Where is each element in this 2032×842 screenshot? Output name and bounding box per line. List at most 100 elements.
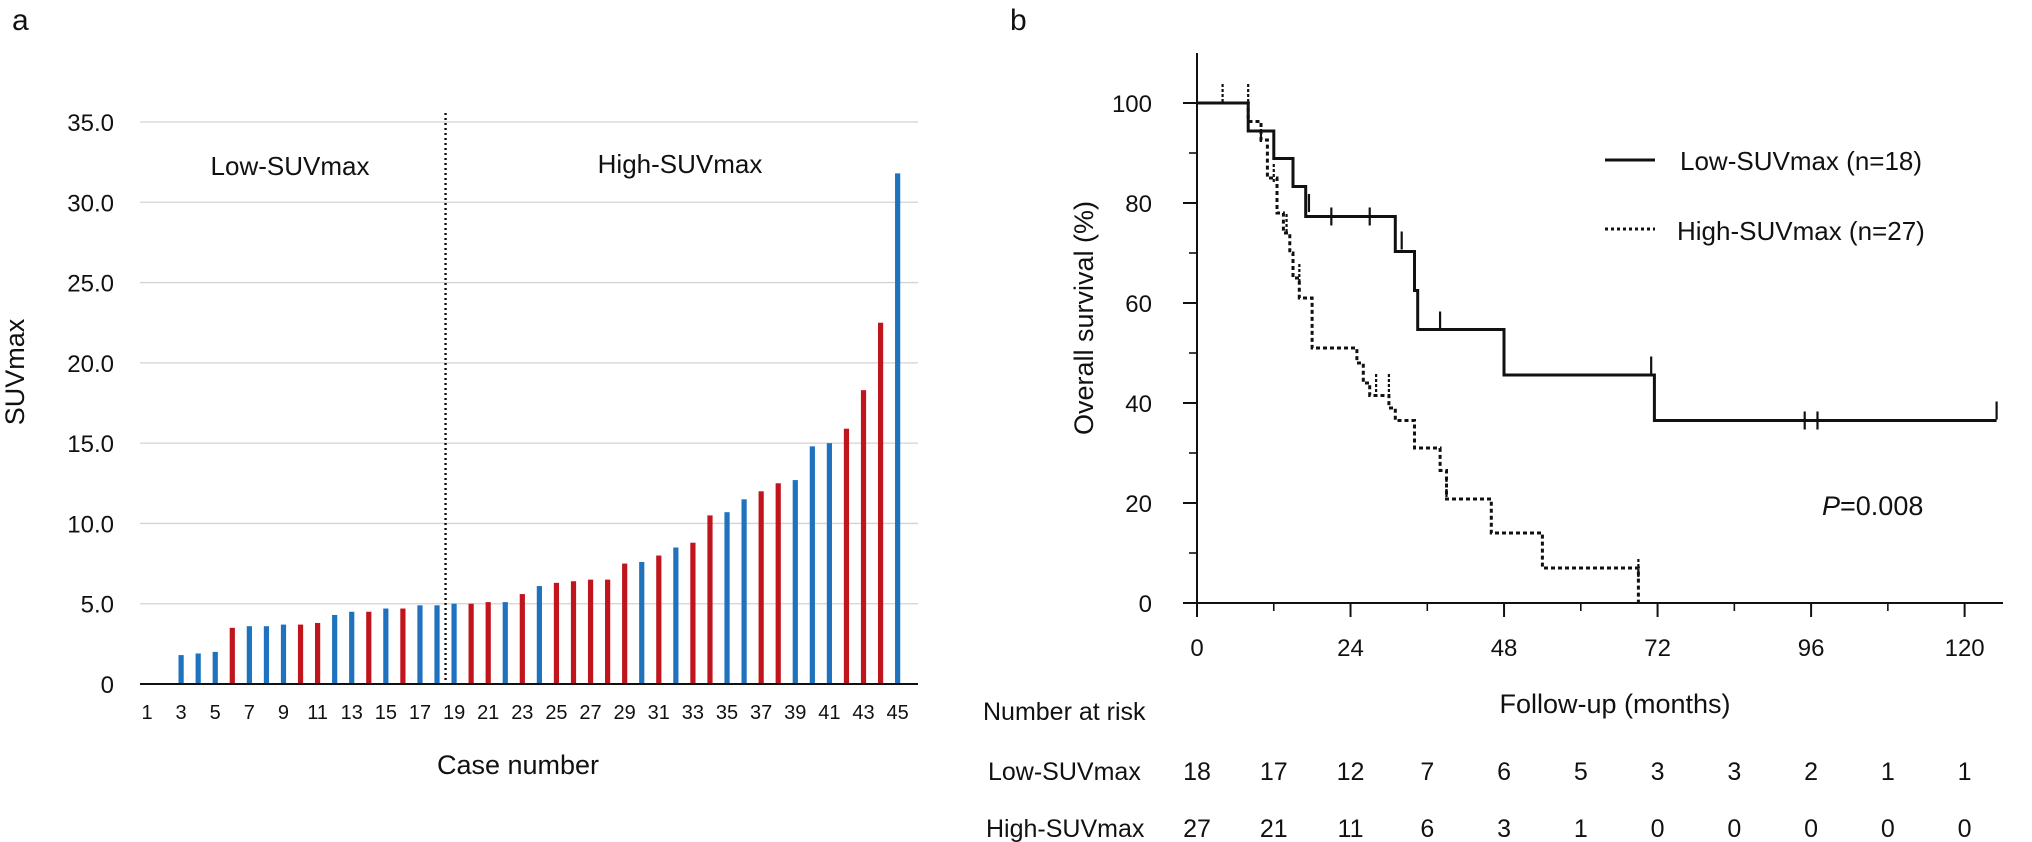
bar-x-tick-label: 19 (443, 702, 465, 724)
panel-b-letter: b (1010, 4, 1027, 37)
bar-x-tick-label: 23 (511, 702, 533, 724)
survival-y-tick-labels: 0 20 40 60 80 100 (1112, 91, 1152, 618)
risk-count-cell: 21 (1260, 815, 1288, 842)
bar-x-tick-label: 15 (375, 702, 397, 724)
risk-count-cell: 11 (1338, 815, 1364, 842)
panel-a-letter: a (12, 4, 29, 37)
bar-x-tick-label: 25 (545, 702, 567, 724)
survival-x-tick-label: 96 (1798, 635, 1825, 662)
risk-count-cell: 0 (1958, 815, 1972, 842)
survival-x-tick-label: 48 (1491, 635, 1518, 662)
bar-case-9 (280, 624, 287, 684)
bar-case-31 (656, 555, 662, 684)
bar-x-tick-label: 1 (141, 702, 152, 724)
bar-case-17 (417, 605, 423, 684)
risk-table: Number at risk Low-SUVmax High-SUVmax 18… (983, 698, 1972, 842)
bar-case-29 (622, 563, 628, 684)
bar-case-45 (895, 173, 901, 684)
bar-case-19 (451, 603, 457, 684)
bar-case-36 (741, 499, 747, 684)
survival-curves (1197, 84, 1998, 603)
bar-y-tick-label: 25.0 (67, 271, 114, 298)
risk-count-cell: 0 (1651, 815, 1665, 842)
risk-count-cell: 1 (1881, 758, 1895, 786)
bar-x-tick-label: 13 (341, 702, 363, 724)
bar-x-tick-label: 35 (716, 702, 738, 724)
high-group-label: High-SUVmax (598, 149, 763, 179)
bar-x-tick-label: 3 (176, 702, 187, 724)
bar-chart-bars (178, 173, 901, 684)
p-value-number: =0.008 (1840, 491, 1923, 521)
risk-count-cell: 17 (1260, 758, 1288, 786)
risk-count-cell: 7 (1420, 758, 1434, 786)
bar-case-42 (843, 428, 850, 684)
bar-y-tick-label: 20.0 (67, 351, 114, 378)
bar-chart-y-label: SUVmax (0, 318, 30, 425)
bar-case-4 (195, 653, 201, 684)
risk-count-cell: 27 (1183, 815, 1211, 842)
risk-count-cell: 0 (1727, 815, 1741, 842)
survival-y-tick-label: 100 (1112, 91, 1152, 118)
bar-chart-x-tick-labels: 1 3 5 7 9 11 13 15 17 19 21 23 25 27 29 31 33 35 37 39 41 43 4… (141, 702, 908, 724)
risk-count-cell: 0 (1881, 815, 1895, 842)
risk-count-cell: 3 (1651, 758, 1665, 786)
bar-case-16 (400, 608, 406, 684)
risk-count-cell: 1 (1958, 758, 1972, 786)
bar-x-tick-label: 41 (818, 702, 840, 724)
bar-case-30 (639, 561, 645, 684)
risk-count-cell: 2 (1804, 758, 1818, 786)
bar-case-22 (502, 602, 508, 684)
risk-count-cell: 0 (1804, 815, 1818, 842)
survival-y-tick-label: 80 (1125, 191, 1152, 218)
bar-x-tick-label: 29 (614, 702, 636, 724)
bar-x-tick-label: 33 (682, 702, 704, 724)
bar-x-tick-label: 9 (278, 702, 289, 724)
bar-x-tick-label: 45 (887, 702, 909, 724)
survival-x-tick-label: 24 (1337, 635, 1364, 662)
bar-case-5 (212, 651, 218, 684)
risk-row-label-high: High-SUVmax (986, 815, 1145, 842)
bar-case-27 (587, 579, 594, 684)
risk-count-cell: 3 (1727, 758, 1741, 786)
survival-y-tick-label: 0 (1139, 591, 1152, 618)
bar-case-38 (775, 483, 781, 684)
bar-case-25 (553, 582, 560, 684)
bar-case-41 (826, 443, 832, 684)
bar-y-tick-label: 5.0 (81, 592, 114, 619)
risk-count-cell: 5 (1574, 758, 1588, 786)
risk-count-cell: 3 (1497, 815, 1511, 842)
risk-count-cell: 1 (1574, 815, 1588, 842)
bar-case-10 (297, 624, 304, 684)
bar-case-24 (536, 586, 542, 684)
bar-case-32 (673, 547, 679, 684)
bar-y-tick-label: 15.0 (67, 431, 114, 458)
bar-case-15 (383, 608, 389, 684)
bar-y-tick-label: 10.0 (67, 511, 114, 538)
legend-low-label: Low-SUVmax (n=18) (1680, 146, 1922, 176)
survival-plot-axes (1183, 53, 2003, 617)
bar-case-34 (707, 515, 713, 684)
bar-case-21 (485, 602, 491, 684)
bar-case-44 (877, 322, 884, 684)
high-suvmax-curve (1197, 101, 1640, 603)
survival-y-label: Overall survival (%) (1069, 201, 1099, 435)
risk-count-cell: 6 (1420, 815, 1434, 842)
survival-x-tick-labels: 0 24 48 72 96 120 (1190, 635, 1984, 662)
bar-chart-panel: 05.010.015.020.025.030.035.0 1 3 5 7 9 11 13 15… (0, 110, 918, 780)
bar-case-8 (263, 626, 270, 684)
bar-case-35 (724, 512, 730, 684)
bar-case-3 (178, 655, 184, 684)
bar-x-tick-label: 7 (244, 702, 255, 724)
bar-case-12 (332, 614, 338, 684)
bar-chart-gridlines (140, 121, 918, 605)
survival-x-tick-label: 0 (1190, 635, 1203, 662)
survival-x-label: Follow-up (months) (1499, 689, 1730, 719)
bar-case-11 (315, 622, 321, 684)
bar-x-tick-label: 31 (648, 702, 670, 724)
bar-case-18 (434, 605, 440, 684)
bar-chart-y-tick-labels: 0 5.0 10.0 15.0 20.0 25.0 30.0 35.0 (67, 110, 114, 699)
bar-case-13 (349, 611, 355, 684)
risk-table-title: Number at risk (983, 698, 1146, 726)
